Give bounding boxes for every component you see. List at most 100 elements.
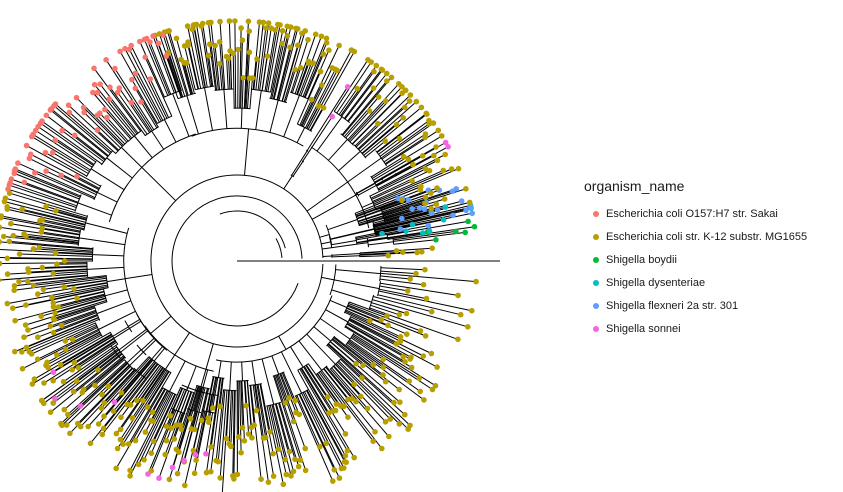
tip-branch (384, 203, 437, 220)
tip-point (302, 467, 309, 474)
tip-point (208, 444, 214, 450)
tip-point (370, 85, 377, 91)
tip-point (409, 221, 416, 228)
tip-point (8, 220, 14, 227)
tip-branch (76, 349, 119, 382)
tip-branch (117, 370, 168, 449)
tip-point (316, 103, 322, 109)
tip-branch (54, 306, 95, 320)
tip-branch (119, 369, 167, 440)
tip-point (235, 434, 242, 440)
tip-branch (37, 126, 95, 165)
tip-point (402, 411, 408, 418)
tip-point (323, 440, 329, 447)
tip-branch (9, 184, 77, 208)
tip-branch (101, 356, 150, 409)
tip-branch (301, 392, 327, 444)
tip-branch (246, 380, 252, 428)
tip-point (228, 443, 234, 450)
tip-branch (53, 326, 129, 373)
tip-point (431, 152, 437, 159)
tip-point (49, 294, 55, 301)
tip-branch (179, 391, 193, 426)
tip-branch (379, 285, 408, 292)
tip-point (406, 98, 413, 104)
tip-point (215, 458, 221, 465)
tip-point (382, 98, 389, 104)
tip-point (43, 168, 49, 174)
tip-point (50, 377, 56, 384)
tip-branch (363, 107, 422, 156)
tip-branch (187, 45, 199, 90)
tip-branch (347, 321, 412, 358)
tip-point (106, 96, 113, 102)
tip-point (127, 402, 134, 408)
tip-branch (373, 168, 459, 205)
tip-point (73, 378, 80, 384)
sub-stem (269, 99, 279, 133)
tip-point (418, 104, 425, 111)
tip-point (420, 281, 427, 288)
tip-point (331, 467, 338, 473)
clade-stem (199, 343, 214, 392)
tip-point (19, 365, 26, 372)
tip-branch (307, 49, 352, 130)
tip-branch (284, 69, 296, 103)
tip-branch (269, 405, 287, 475)
tip-point (91, 81, 98, 88)
clade-stem (244, 128, 250, 176)
tip-point (4, 206, 11, 212)
tip-branch (264, 29, 276, 92)
tip-branch (266, 405, 284, 485)
tip-point (58, 172, 64, 179)
tip-point (469, 307, 475, 314)
tip-point (6, 190, 13, 196)
tip-branch (115, 387, 164, 469)
tip-branch (357, 100, 410, 150)
tip-point (25, 327, 31, 333)
tip-point (419, 153, 426, 159)
tip-point (12, 317, 18, 324)
tip-point (43, 203, 49, 210)
tip-branch (50, 108, 109, 157)
tip-point (370, 438, 377, 445)
tip-branch (350, 316, 401, 342)
tip-point (409, 206, 415, 212)
tip-point (397, 338, 404, 345)
tip-point (61, 406, 68, 413)
tip-branch (226, 56, 229, 90)
sub-arc (105, 274, 109, 289)
tip-point (184, 23, 191, 29)
tip-point (162, 451, 168, 458)
sub-stem (240, 108, 243, 129)
tip-point (441, 196, 448, 202)
tip-point (234, 471, 241, 478)
tip-branch (302, 38, 327, 97)
tip-point (404, 331, 410, 338)
tip-point (178, 426, 185, 433)
tip-point (163, 437, 170, 444)
tip-point (54, 352, 60, 358)
tip-point (127, 467, 133, 474)
tip-point (295, 42, 301, 49)
tip-point (47, 107, 54, 113)
tip-point (174, 470, 181, 477)
tip-branch (166, 54, 183, 98)
tip-branch (150, 389, 186, 471)
tip-point (74, 295, 80, 302)
tip-branch (168, 30, 189, 96)
tip-branch (384, 137, 426, 165)
tip-point (80, 104, 87, 111)
tip-branch (167, 31, 188, 96)
tip-point (270, 473, 277, 480)
clade-stem (125, 274, 153, 280)
tip-branch (347, 304, 426, 337)
tip-branch (30, 153, 100, 190)
tip-point (4, 271, 11, 277)
tip-point (267, 429, 273, 435)
tip-branch (380, 270, 417, 275)
tip-point (375, 120, 381, 127)
tip-point (310, 60, 317, 66)
tip-branch (371, 180, 413, 200)
tip-point (205, 52, 212, 59)
